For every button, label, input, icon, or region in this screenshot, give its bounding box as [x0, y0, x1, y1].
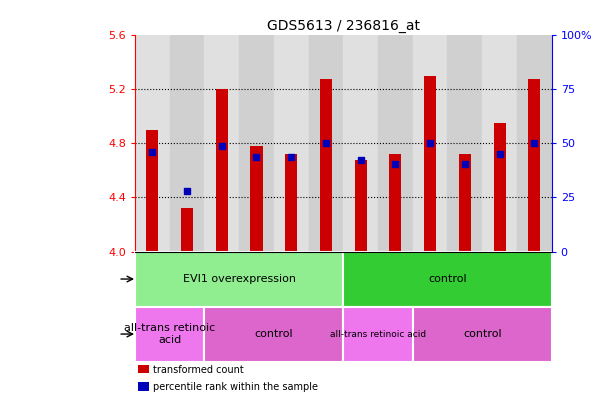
Bar: [146, 130, 158, 252]
Bar: [285, 154, 297, 252]
Point: [530, 140, 539, 147]
Point: [286, 154, 296, 160]
Bar: [239, 35, 274, 252]
Bar: [250, 146, 262, 252]
Point: [390, 161, 400, 167]
Point: [460, 161, 470, 167]
Bar: [459, 154, 471, 252]
Bar: [204, 307, 343, 362]
Text: all-trans retinoic acid: all-trans retinoic acid: [330, 330, 426, 338]
Bar: [343, 35, 378, 252]
Bar: [181, 208, 193, 252]
Text: control: control: [254, 329, 293, 339]
Text: control: control: [463, 329, 501, 339]
Point: [251, 154, 261, 160]
Title: GDS5613 / 236816_at: GDS5613 / 236816_at: [267, 19, 420, 33]
Point: [182, 187, 192, 194]
Bar: [493, 123, 506, 252]
Text: control: control: [428, 274, 467, 284]
Bar: [170, 35, 204, 252]
Bar: [343, 307, 413, 362]
Bar: [135, 252, 343, 307]
Text: percentile rank within the sample: percentile rank within the sample: [153, 382, 318, 393]
Bar: [354, 160, 367, 252]
Bar: [517, 35, 552, 252]
Bar: [482, 35, 517, 252]
Bar: [320, 79, 332, 252]
Bar: [135, 35, 170, 252]
Bar: [424, 76, 436, 252]
Bar: [528, 79, 541, 252]
Point: [425, 140, 435, 147]
Bar: [413, 35, 447, 252]
Bar: [378, 35, 413, 252]
Bar: [204, 35, 239, 252]
Bar: [413, 307, 552, 362]
Bar: [308, 35, 343, 252]
Text: all-trans retinoic
acid: all-trans retinoic acid: [124, 323, 215, 345]
Bar: [274, 35, 308, 252]
Point: [217, 143, 227, 149]
Text: transformed count: transformed count: [153, 365, 244, 375]
Point: [356, 156, 365, 163]
Point: [321, 140, 331, 147]
Bar: [343, 252, 552, 307]
Text: EVI1 overexpression: EVI1 overexpression: [183, 274, 295, 284]
Point: [495, 151, 504, 157]
Bar: [135, 307, 204, 362]
Bar: [447, 35, 482, 252]
Bar: [389, 154, 402, 252]
Point: [147, 149, 157, 155]
Bar: [216, 89, 228, 252]
